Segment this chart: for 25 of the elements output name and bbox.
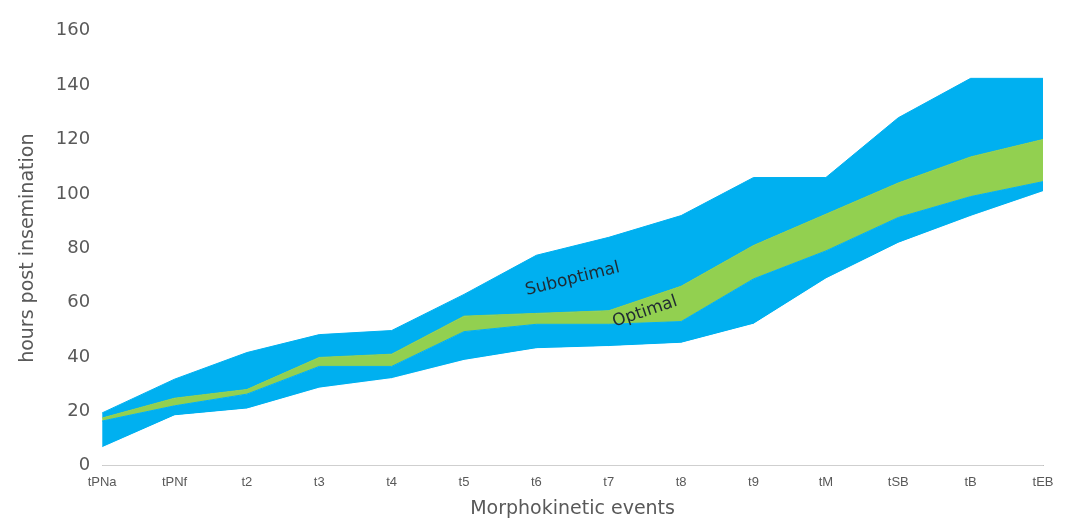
x-tick-label: t3 (313, 473, 325, 489)
y-tick-label: 0 (78, 453, 91, 475)
y-tick-label: 120 (55, 127, 91, 149)
y-tick-label: 60 (67, 290, 91, 312)
y-tick-label: 100 (55, 181, 91, 203)
y-tick-label: 20 (67, 398, 91, 420)
x-tick-label: t4 (386, 473, 398, 489)
x-tick-label: tPNa (87, 473, 118, 489)
x-tick-label: tB (964, 473, 977, 489)
x-tick-label: t5 (458, 473, 470, 489)
x-tick-label: tM (818, 473, 834, 489)
x-tick-label: tSB (887, 473, 909, 489)
x-tick-label: tPNf (161, 473, 188, 489)
x-tick-label: t8 (675, 473, 687, 489)
y-tick-label: 40 (67, 344, 91, 366)
y-tick-label: 140 (55, 72, 91, 94)
x-tick-label: tEB (1032, 473, 1054, 489)
x-tick-label: t6 (530, 473, 542, 489)
x-tick-label: t9 (748, 473, 759, 489)
y-axis-title: hours post insemination (15, 133, 38, 363)
x-tick-label: t2 (241, 473, 253, 489)
x-tick-label: t7 (603, 473, 615, 489)
y-tick-label: 80 (67, 235, 91, 257)
y-tick-label: 160 (55, 18, 91, 40)
x-axis-title: Morphokinetic events (470, 495, 675, 518)
